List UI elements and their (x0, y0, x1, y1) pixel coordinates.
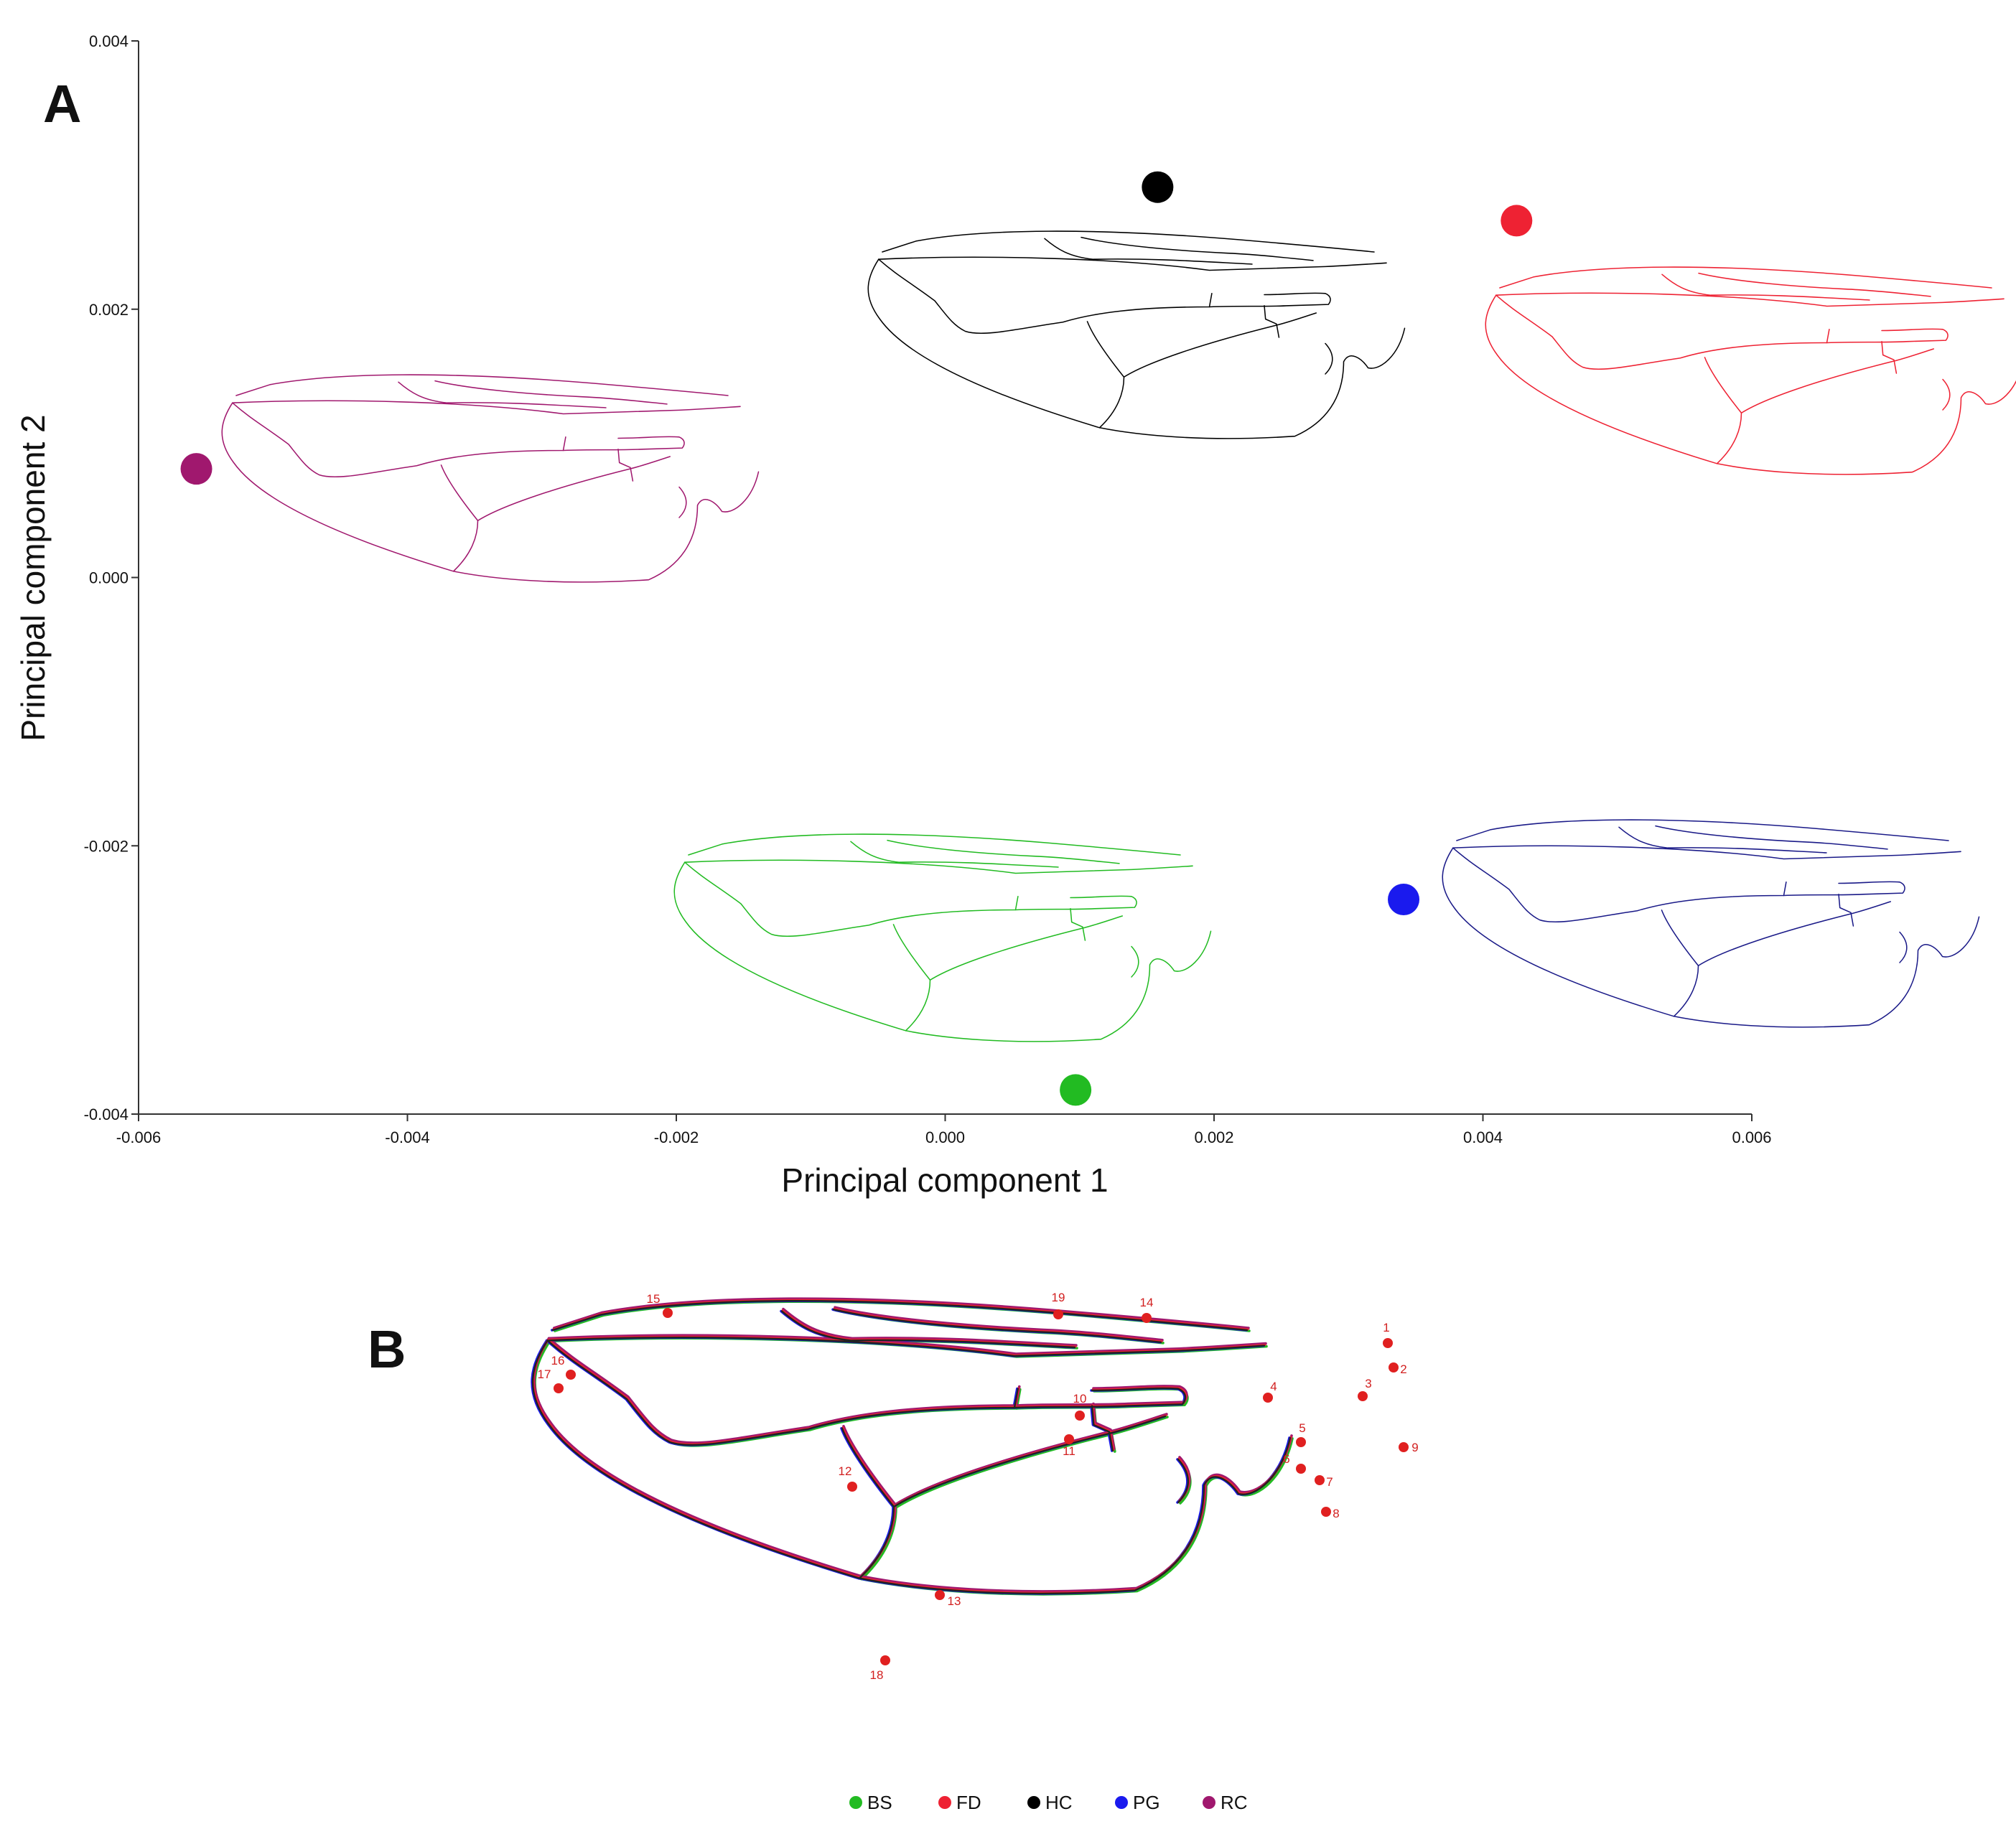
panel-b-letter: B (368, 1319, 406, 1379)
y-tick-label: 0.002 (89, 301, 129, 319)
wing-shape-fd (532, 1299, 1292, 1594)
landmark-10 (1075, 1411, 1085, 1421)
landmark-label-16: 16 (551, 1354, 565, 1367)
landmark-label-13: 13 (948, 1594, 961, 1608)
landmark-label-11: 11 (1063, 1444, 1075, 1458)
point-bs (1060, 1074, 1092, 1106)
landmark-13 (935, 1590, 945, 1600)
legend-swatch-bs (849, 1796, 862, 1809)
legend-label-hc: HC (1045, 1792, 1073, 1813)
x-axis-label: Principal component 1 (781, 1161, 1108, 1199)
point-hc (1142, 171, 1174, 203)
wing-outline-rc (221, 374, 760, 583)
consensus-wing (531, 1297, 1294, 1596)
landmark-17 (554, 1383, 564, 1393)
landmark-label-12: 12 (839, 1464, 852, 1478)
landmark-15 (663, 1308, 673, 1318)
x-tick-label: -0.006 (116, 1128, 161, 1146)
point-rc (180, 453, 213, 485)
legend: BS FD HC PG RC (849, 1792, 1248, 1813)
landmark-label-9: 9 (1411, 1441, 1418, 1454)
landmark-3 (1358, 1391, 1368, 1401)
landmark-19 (1053, 1309, 1063, 1319)
x-tick-label: 0.002 (1194, 1128, 1233, 1146)
legend-swatch-rc (1203, 1796, 1215, 1809)
landmark-label-10: 10 (1073, 1392, 1087, 1406)
y-ticks: -0.004 -0.002 0.000 0.002 0.004 (84, 32, 139, 1123)
landmark-8 (1321, 1507, 1331, 1517)
legend-label-pg: PG (1133, 1792, 1160, 1813)
x-tick-label: 0.000 (925, 1128, 965, 1146)
plot-area: -0.006 -0.004 -0.002 0.000 0.002 0.004 0.006 -… (14, 32, 1772, 1199)
point-pg (1388, 884, 1420, 915)
landmark-label-8: 8 (1333, 1507, 1339, 1520)
panel-a-letter: A (43, 74, 81, 134)
legend-label-rc: RC (1221, 1792, 1248, 1813)
panel-a: A -0.006 -0.004 -0.002 0.000 0.002 0.004 0.006… (14, 32, 2016, 1199)
x-tick-label: 0.006 (1732, 1128, 1771, 1146)
landmark-5 (1296, 1437, 1306, 1447)
legend-label-bs: BS (867, 1792, 892, 1813)
landmark-16 (566, 1370, 576, 1380)
wing-outline-hc (867, 230, 1406, 439)
scatter-points (180, 171, 1533, 1106)
point-fd (1501, 205, 1533, 237)
legend-swatch-hc (1027, 1796, 1040, 1809)
landmark-9 (1399, 1442, 1409, 1452)
landmark-12 (847, 1482, 857, 1492)
wing-shape-hc (531, 1299, 1292, 1595)
y-tick-label: -0.004 (84, 1105, 129, 1123)
landmark-label-18: 18 (870, 1668, 884, 1682)
landmark-label-7: 7 (1326, 1475, 1333, 1489)
landmark-label-19: 19 (1052, 1291, 1065, 1304)
wing-outline-bs (673, 833, 1212, 1042)
landmark-label-5: 5 (1299, 1421, 1305, 1435)
landmark-label-6: 6 (1283, 1452, 1289, 1466)
legend-swatch-fd (938, 1796, 951, 1809)
landmark-label-4: 4 (1270, 1380, 1277, 1393)
landmark-1 (1383, 1338, 1393, 1348)
landmark-label-1: 1 (1383, 1321, 1389, 1334)
wing-shape-rc (533, 1297, 1293, 1593)
x-tick-label: 0.004 (1463, 1128, 1503, 1146)
landmark-2 (1389, 1362, 1399, 1373)
x-ticks: -0.006 -0.004 -0.002 0.000 0.002 0.004 0.006 (116, 1114, 1772, 1146)
landmark-4 (1263, 1393, 1273, 1403)
x-tick-label: -0.002 (654, 1128, 699, 1146)
y-tick-label: 0.004 (89, 32, 129, 50)
landmark-18 (880, 1655, 890, 1665)
landmark-7 (1315, 1475, 1325, 1485)
landmark-label-14: 14 (1140, 1296, 1154, 1309)
landmark-14 (1142, 1313, 1152, 1323)
y-tick-label: 0.000 (89, 569, 129, 587)
landmark-label-2: 2 (1400, 1362, 1406, 1376)
landmark-label-17: 17 (538, 1367, 551, 1381)
landmark-6 (1296, 1464, 1306, 1474)
y-axis-label: Principal component 2 (14, 414, 52, 741)
wing-outline-pg (1442, 819, 1980, 1028)
landmark-label-15: 15 (647, 1292, 661, 1306)
landmark-11 (1064, 1434, 1074, 1444)
legend-label-fd: FD (956, 1792, 981, 1813)
wing-outline-fd (1485, 266, 2016, 475)
landmark-label-3: 3 (1365, 1377, 1371, 1390)
x-tick-label: -0.004 (385, 1128, 429, 1146)
legend-swatch-pg (1115, 1796, 1128, 1809)
y-tick-label: -0.002 (84, 837, 129, 855)
